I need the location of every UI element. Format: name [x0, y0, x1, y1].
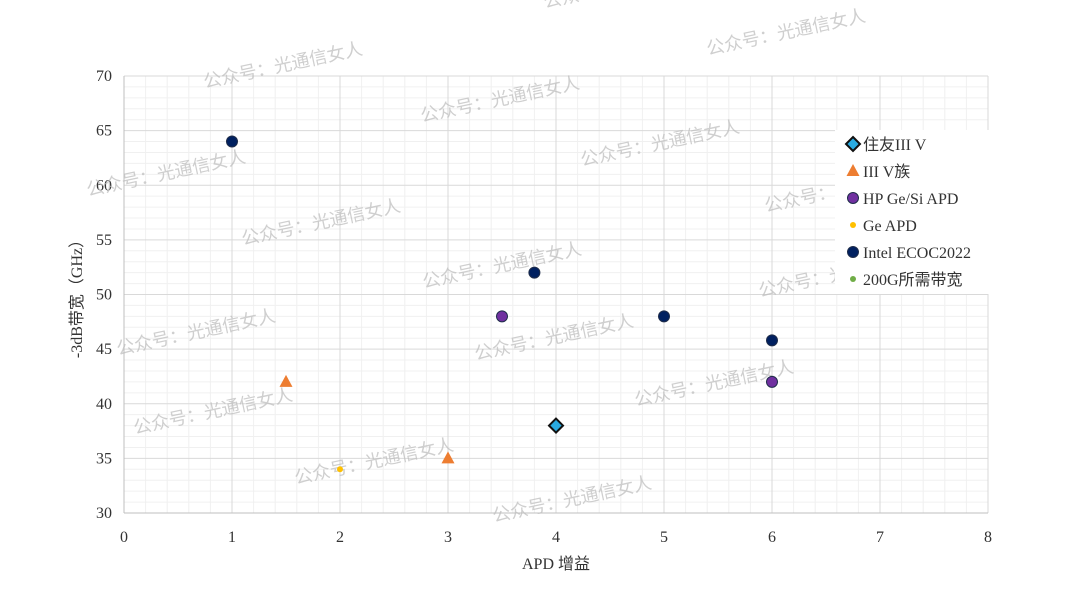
y-tick-label: 65: [96, 123, 112, 140]
watermark: 公众号：光通信女人: [115, 306, 278, 359]
marker: [226, 135, 238, 148]
watermark: 公众号：光通信女人: [85, 147, 248, 200]
x-tick-label: 0: [120, 529, 128, 546]
x-tick-label: 4: [552, 529, 560, 546]
marker: [547, 417, 565, 435]
y-tick-label: 70: [96, 68, 112, 85]
y-tick-label: 45: [96, 341, 112, 358]
marker: [846, 164, 860, 176]
marker: [279, 374, 293, 387]
legend-text: Intel ECOC2022: [863, 245, 971, 262]
watermark: 公众号：光通信女人: [419, 73, 582, 126]
marker: [847, 192, 859, 204]
marker: [766, 375, 778, 388]
watermark: 公众号：光通信女人: [542, 0, 705, 12]
y-axis-label: -3dB带宽（GHz）: [68, 232, 86, 358]
watermark: 公众号：光通信女人: [579, 117, 742, 170]
legend-text: III V族: [863, 163, 910, 181]
y-tick-label: 50: [96, 287, 112, 304]
legend-text: 住友III V: [863, 136, 927, 154]
legend-text: 200G所需带宽: [863, 271, 963, 289]
marker: [658, 310, 670, 323]
legend-text: Ge APD: [863, 218, 917, 235]
y-tick-label: 35: [96, 450, 112, 467]
x-tick-label: 3: [444, 529, 452, 546]
watermark: 公众号：光通信女人: [240, 196, 403, 249]
marker: [850, 276, 856, 282]
watermark: 公众号：光通信女人: [705, 6, 868, 59]
y-tick-label: 40: [96, 396, 112, 413]
legend-background: [835, 130, 1015, 294]
marker: [844, 135, 862, 153]
x-tick-label: 1: [228, 529, 236, 546]
grid: [123, 75, 989, 514]
y-tick-label: 30: [96, 505, 112, 522]
marker: [850, 222, 856, 228]
legend-text: HP Ge/Si APD: [863, 191, 958, 208]
marker: [337, 466, 343, 473]
marker: [441, 451, 455, 464]
marker: [847, 246, 859, 258]
y-tick-label: 55: [96, 232, 112, 249]
marker: [496, 310, 508, 323]
x-tick-label: 6: [768, 529, 776, 546]
x-tick-label: 7: [876, 529, 884, 546]
marker: [528, 266, 541, 279]
x-tick-label: 2: [336, 529, 344, 546]
x-tick-label: 8: [984, 529, 992, 546]
x-tick-label: 5: [660, 529, 668, 546]
y-tick-label: 60: [96, 177, 112, 194]
marker: [766, 334, 778, 347]
legend: 住友III V III V族 HP Ge/Si APD Ge APD Intel ECO…: [835, 130, 1015, 294]
x-axis-label: APD 增益: [522, 555, 590, 573]
